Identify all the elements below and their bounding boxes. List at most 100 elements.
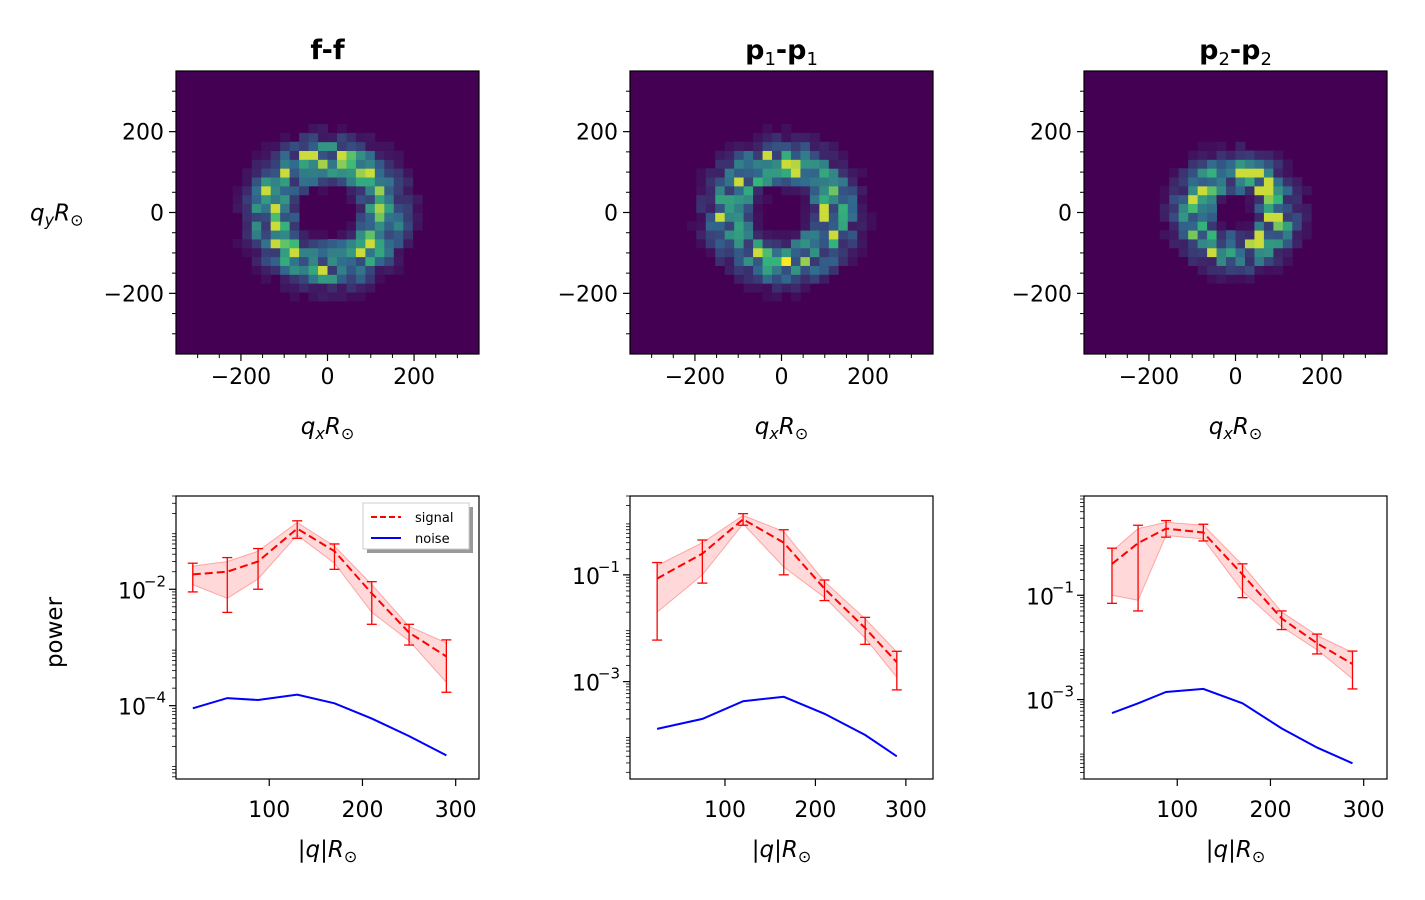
heatmap-cell (753, 212, 763, 222)
heatmap-cell (1207, 150, 1217, 160)
heatmap-cell (327, 177, 338, 187)
heatmap-cell (1273, 239, 1284, 249)
heatmap-cell (819, 256, 830, 266)
heatmap-cell (318, 283, 328, 293)
heatmap-cell (734, 159, 745, 169)
heatmap-cell (781, 185, 792, 196)
heatmap-cell (1207, 239, 1217, 249)
heatmap-cell (828, 141, 839, 151)
tick-exponent: −3 (1052, 683, 1074, 701)
label-subscript: ⊙ (70, 211, 83, 230)
heatmap-cell (384, 212, 395, 222)
heatmap-cell (1188, 212, 1199, 222)
heatmap-cell (1226, 168, 1236, 178)
x-tick-label: 200 (341, 798, 383, 823)
heatmap-cell (772, 256, 782, 266)
heatmap-cell (1226, 265, 1236, 275)
heatmap-cell (355, 194, 366, 205)
heatmap-cell (280, 159, 291, 169)
heatmap-cell (686, 221, 697, 231)
heatmap-cell (270, 212, 281, 222)
heatmap-cell (355, 247, 366, 258)
heatmap-cell (308, 239, 319, 249)
heatmap-cell (232, 194, 243, 205)
heatmap-cell (1244, 159, 1255, 169)
heatmap-cell (280, 150, 291, 160)
heatmap-cell (1226, 239, 1236, 249)
heatmap-cell (715, 194, 726, 205)
heatmap-cell (800, 194, 811, 205)
heatmap-cell (847, 212, 858, 222)
heatmap-cell (1197, 159, 1208, 169)
heatmap-cell (308, 132, 319, 143)
heatmap-cell (1197, 256, 1208, 266)
heatmap-cell (393, 185, 404, 196)
heatmap-cell (800, 283, 811, 293)
heatmap-cell (790, 177, 801, 187)
heatmap-cell (308, 141, 319, 151)
plot-frame (1083, 495, 1388, 780)
x-tick-label: 200 (847, 365, 889, 390)
x-tick-label: 300 (435, 798, 477, 823)
heatmap-cell (1188, 247, 1199, 258)
heatmap-cell (715, 256, 726, 266)
heatmap-cell (743, 141, 754, 151)
heatmap-cell (1178, 221, 1189, 231)
heatmap-cell (724, 203, 735, 213)
heatmap-cell (715, 230, 726, 240)
heatmap-cell (346, 141, 357, 151)
heatmap-cell (355, 150, 366, 160)
y-tick-label: 0 (150, 202, 164, 227)
heatmap-cell (1301, 230, 1312, 240)
heatmap-cell (1235, 247, 1246, 258)
heatmap-cell (232, 185, 243, 196)
heatmap-cell (403, 177, 414, 187)
heatmap-cell (261, 230, 272, 240)
heatmap-cell (1188, 168, 1199, 178)
plot-frame (629, 495, 934, 780)
tick-exponent: −4 (144, 689, 166, 707)
heatmap-cell (809, 221, 820, 231)
heatmap-cell (384, 194, 395, 205)
heatmap-cell (857, 247, 868, 258)
heatmap-cell (280, 141, 291, 151)
heatmap-cell (1244, 256, 1255, 266)
heatmap-cell (705, 203, 716, 213)
heatmap-cell (828, 230, 839, 240)
heatmap-cell (280, 256, 291, 266)
heatmap-cell (318, 168, 328, 178)
heatmap-cell (1244, 239, 1255, 249)
heatmap-cell (819, 185, 830, 196)
heatmap-cell (838, 150, 849, 160)
heatmap-cell (384, 221, 395, 231)
heatmap-cell (753, 194, 763, 205)
heatmap-cell (696, 221, 707, 231)
heatmap-cell (1244, 185, 1255, 196)
heatmap-cell (374, 212, 385, 222)
heatmap-cell (384, 150, 395, 160)
label-subscript: x (1222, 424, 1233, 443)
heatmap-cell (1169, 221, 1180, 231)
label-text: R (779, 414, 795, 440)
heatmap-cell (715, 159, 726, 169)
heatmap-cell (715, 221, 726, 231)
heatmap-cell (866, 221, 877, 231)
heatmap-cell (715, 239, 726, 249)
heatmap-cell (355, 159, 366, 169)
heatmap-cell (838, 194, 849, 205)
heatmap-cell (1254, 239, 1265, 249)
heatmap-cell (743, 203, 754, 213)
heatmap-cell (847, 239, 858, 249)
heatmap-cell (705, 221, 716, 231)
label-subscript: x (314, 424, 325, 443)
heatmap-cell (772, 159, 782, 169)
heatmap-cell (762, 132, 773, 143)
heatmap-cell (724, 212, 735, 222)
heatmap-cell (1216, 230, 1227, 240)
heatmap-cell (393, 194, 404, 205)
heatmap-cell (847, 256, 858, 266)
heatmap-cell (724, 230, 735, 240)
heatmap-cell (318, 185, 328, 196)
heatmap-cell (1254, 256, 1265, 266)
heatmap-cell (1263, 168, 1274, 178)
